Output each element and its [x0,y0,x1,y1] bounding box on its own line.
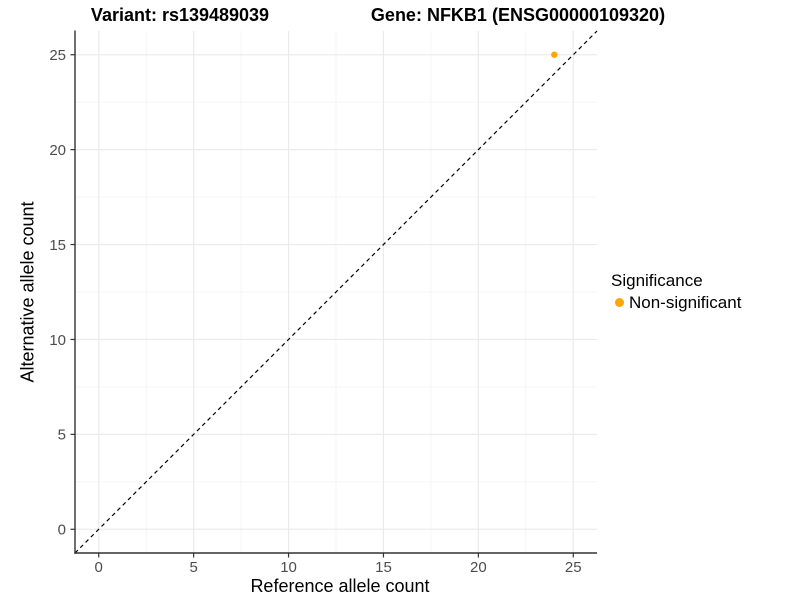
plot-title-gene: Gene: NFKB1 (ENSG00000109320) [370,5,666,25]
x-tick-label: 15 [375,559,392,576]
y-axis-title: Alternative allele count [17,201,38,383]
y-tick-label: 5 [58,427,66,444]
legend-item: Non-significant [611,293,741,312]
x-tick-label: 5 [189,559,197,576]
x-axis-title: Reference allele count [250,576,430,596]
legend-item-label: Non-significant [629,292,742,312]
x-tick-label: 25 [565,559,582,576]
x-tick-label: 20 [470,559,487,576]
plot-title-variant: Variant: rs139489039 [90,5,270,25]
y-tick-label: 20 [49,142,66,159]
y-tick-label: 15 [49,237,66,254]
legend-title: Significance [611,271,703,290]
y-tick-label: 25 [49,47,66,64]
identity-dashed-line [74,30,598,554]
x-tick-label: 10 [280,559,297,576]
data-point [551,51,558,58]
y-tick-label: 10 [49,332,66,349]
legend: Significance Non-significant [611,271,741,312]
x-tick-label: 0 [95,559,103,576]
legend-dot-icon [615,298,624,307]
y-tick-label: 0 [58,522,66,539]
legend-key [611,294,628,311]
